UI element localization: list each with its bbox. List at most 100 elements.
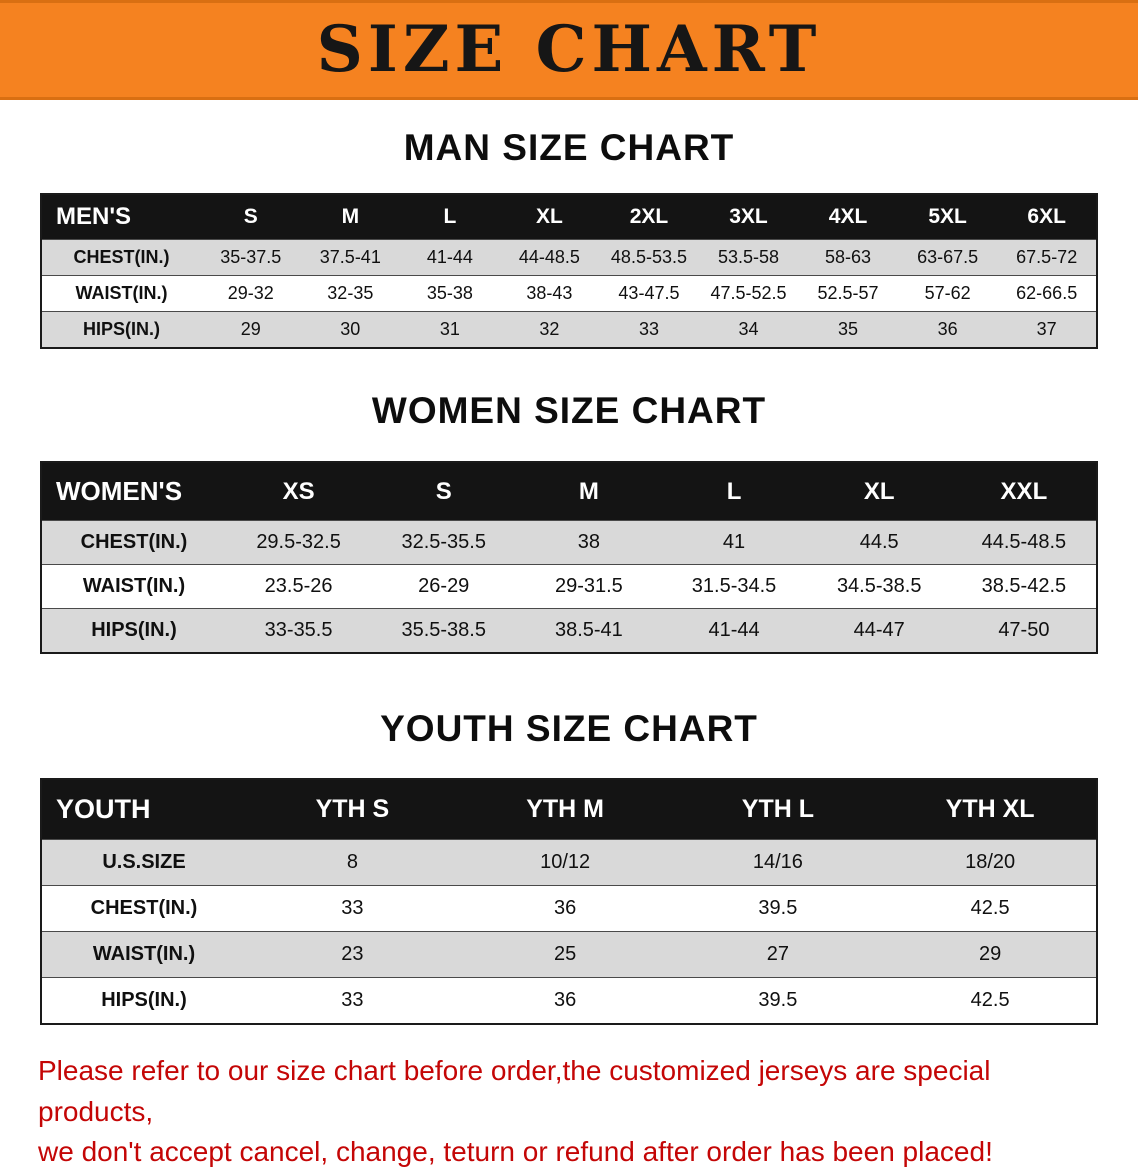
table-cell: 34.5-38.5 xyxy=(836,575,922,598)
table-cell: 33 xyxy=(341,897,364,920)
men-column-header: XL xyxy=(499,193,600,240)
table-cell: 42.5 xyxy=(970,989,1010,1012)
table-cell: 35-38 xyxy=(426,282,473,303)
men-column-header: 4XL xyxy=(798,193,898,240)
men-header-row: MEN'S S M L XL 2XL 3XL 4XL 5XL 6XL xyxy=(41,193,1097,240)
table-cell: 38.5-42.5 xyxy=(981,575,1067,598)
men-table-name: MEN'S xyxy=(41,193,201,240)
table-cell: 18/20 xyxy=(965,851,1016,874)
footer-disclaimer: Please refer to our size chart before or… xyxy=(38,1051,1100,1173)
table-cell: 41 xyxy=(722,531,746,554)
women-column-header: M xyxy=(516,462,662,521)
women-table-row: HIPS(IN.) 33-35.5 35.5-38.5 38.5-41 41-44 44-… xyxy=(41,608,1097,654)
women-column-header: XL xyxy=(806,462,952,521)
table-cell: 44-47 xyxy=(853,619,905,642)
men-size-table: MEN'S S M L XL 2XL 3XL 4XL 5XL 6XL CHEST(IN.) 35-37… xyxy=(40,192,1098,349)
table-cell: 31 xyxy=(439,318,460,339)
youth-header-row: YOUTH YTH S YTH M YTH L YTH XL xyxy=(41,779,1097,840)
men-column-header: 3XL xyxy=(698,193,799,240)
table-cell: 25 xyxy=(554,943,577,966)
women-header-row: WOMEN'S XS S M L XL XXL xyxy=(41,462,1097,521)
table-cell: 52.5-57 xyxy=(817,282,879,303)
table-cell: 57-62 xyxy=(924,282,971,303)
table-cell: 35.5-38.5 xyxy=(401,619,486,642)
table-cell: 41-44 xyxy=(708,619,760,642)
table-cell: 48.5-53.5 xyxy=(610,246,687,267)
men-section-heading: MAN SIZE CHART xyxy=(403,127,735,168)
men-table-row: CHEST(IN.) 35-37.5 37.5-41 41-44 44-48.5 48.5… xyxy=(41,239,1097,276)
row-label: HIPS(IN.) xyxy=(82,318,160,339)
table-cell: 29-31.5 xyxy=(554,575,623,598)
table-cell: 29.5-32.5 xyxy=(256,531,341,554)
table-cell: 37 xyxy=(1036,318,1057,339)
table-cell: 63-67.5 xyxy=(917,246,979,267)
table-cell: 32 xyxy=(539,318,560,339)
table-cell: 67.5-72 xyxy=(1016,246,1078,267)
table-cell: 32.5-35.5 xyxy=(401,531,486,554)
women-section-heading: WOMEN SIZE CHART xyxy=(371,389,767,431)
men-table-row: HIPS(IN.) 29 30 31 32 33 34 35 36 37 xyxy=(41,311,1097,348)
table-cell: 23.5-26 xyxy=(264,575,333,598)
men-column-header: M xyxy=(300,193,401,240)
youth-table-row: HIPS(IN.) 33 36 39.5 42.5 xyxy=(41,977,1097,1025)
table-cell: 44.5 xyxy=(859,531,899,554)
row-label: WAIST(IN.) xyxy=(82,575,186,598)
women-column-header: XS xyxy=(226,462,372,521)
youth-table-row: WAIST(IN.) 23 25 27 29 xyxy=(41,931,1097,978)
table-cell: 37.5-41 xyxy=(319,246,381,267)
footer-disclaimer-line-2: we don't accept cancel, change, teturn o… xyxy=(38,1136,993,1168)
size-chart-banner: SIZE CHART xyxy=(0,0,1138,100)
table-cell: 35 xyxy=(838,318,859,339)
youth-table-name: YOUTH xyxy=(41,779,246,840)
table-cell: 30 xyxy=(340,318,361,339)
table-cell: 47.5-52.5 xyxy=(710,282,787,303)
table-cell: 29 xyxy=(240,318,261,339)
table-cell: 26-29 xyxy=(418,575,470,598)
row-label: HIPS(IN.) xyxy=(101,989,187,1012)
women-column-header: S xyxy=(371,462,517,521)
table-cell: 29 xyxy=(979,943,1002,966)
table-cell: 34 xyxy=(738,318,759,339)
table-cell: 47-50 xyxy=(998,619,1050,642)
table-cell: 44-48.5 xyxy=(518,246,580,267)
table-cell: 35-37.5 xyxy=(220,246,282,267)
row-label: U.S.SIZE xyxy=(102,851,186,874)
youth-table-row: U.S.SIZE 8 10/12 14/16 18/20 xyxy=(41,839,1097,886)
table-cell: 31.5-34.5 xyxy=(691,575,777,598)
table-cell: 62-66.5 xyxy=(1016,282,1078,303)
row-label: CHEST(IN.) xyxy=(80,531,188,554)
table-cell: 29-32 xyxy=(227,282,274,303)
youth-table-row: CHEST(IN.) 33 36 39.5 42.5 xyxy=(41,885,1097,932)
table-cell: 38.5-41 xyxy=(554,619,623,642)
row-label: CHEST(IN.) xyxy=(73,246,170,267)
table-cell: 36 xyxy=(554,989,577,1012)
men-column-header: 6XL xyxy=(997,193,1097,240)
table-cell: 39.5 xyxy=(758,897,798,920)
women-table-row: CHEST(IN.) 29.5-32.5 32.5-35.5 38 41 44.5 44.5… xyxy=(41,520,1097,565)
table-cell: 42.5 xyxy=(970,897,1010,920)
youth-column-header: YTH L xyxy=(671,779,885,840)
women-table-name: WOMEN'S xyxy=(41,462,226,521)
size-chart-title: SIZE CHART xyxy=(316,12,822,87)
men-table-row: WAIST(IN.) 29-32 32-35 35-38 38-43 43-47.5 47.… xyxy=(41,275,1097,312)
table-cell: 23 xyxy=(341,943,364,966)
women-column-header: L xyxy=(661,462,807,521)
table-cell: 10/12 xyxy=(540,851,591,874)
row-label: CHEST(IN.) xyxy=(90,897,198,920)
table-cell: 38-43 xyxy=(526,282,573,303)
women-size-table: WOMEN'S XS S M L XL XXL CHEST(IN.) 29.5-32.5 32.5… xyxy=(40,461,1098,655)
youth-column-header: YTH M xyxy=(458,779,672,840)
youth-section-heading: YOUTH SIZE CHART xyxy=(380,708,758,750)
row-label: WAIST(IN.) xyxy=(92,943,196,966)
table-cell: 36 xyxy=(937,318,958,339)
table-cell: 53.5-58 xyxy=(717,246,780,267)
table-cell: 33-35.5 xyxy=(264,619,333,642)
table-cell: 33 xyxy=(341,989,364,1012)
table-cell: 14/16 xyxy=(752,851,803,874)
men-column-header: L xyxy=(400,193,500,240)
women-table-row: WAIST(IN.) 23.5-26 26-29 29-31.5 31.5-34.5 34… xyxy=(41,564,1097,609)
table-cell: 44.5-48.5 xyxy=(981,531,1067,554)
table-cell: 39.5 xyxy=(758,989,798,1012)
men-column-header: 2XL xyxy=(599,193,699,240)
youth-column-header: YTH XL xyxy=(884,779,1097,840)
